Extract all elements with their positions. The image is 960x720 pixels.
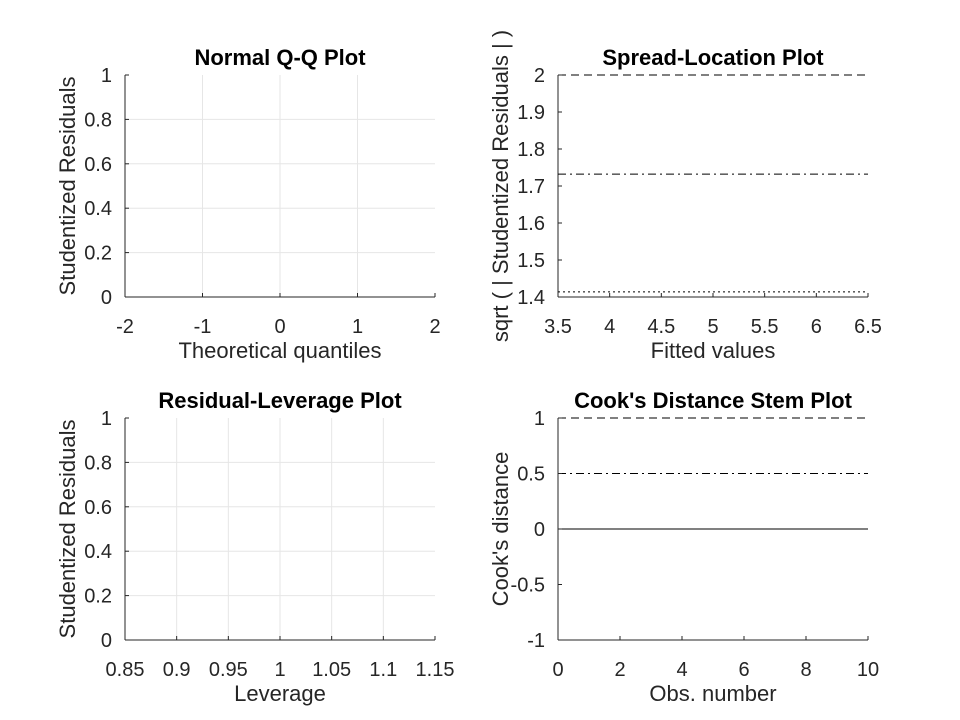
cooks-distance-x-tick-label: 6 — [738, 659, 749, 681]
spread-location-x-tick-label: 6 — [811, 316, 822, 338]
residual-leverage-y-tick-label: 0.6 — [84, 497, 112, 519]
cooks-distance-x-tick-label: 4 — [676, 659, 687, 681]
spread-location-x-tick-label: 5.5 — [751, 316, 779, 338]
spread-location-y-label: sqrt ( | Studentized Residuals | ) — [488, 30, 513, 342]
cooks-distance-panel: 0 2 4 6 8 10 -1 -0.5 0 0.5 1 Cook's Distance Stem P… — [488, 388, 879, 706]
residual-leverage-x-tick-label: 1.15 — [416, 659, 455, 681]
cooks-distance-x-tick-label: 0 — [552, 659, 563, 681]
residual-leverage-y-tick-label: 0.8 — [84, 452, 112, 474]
spread-location-x-tick-label: 4.5 — [647, 316, 675, 338]
spread-location-y-tick-label: 1.4 — [517, 287, 545, 309]
residual-leverage-x-tick-label: 1.1 — [369, 659, 397, 681]
cooks-distance-x-tick-label: 8 — [800, 659, 811, 681]
qq-panel: -2 -1 0 1 2 0 0.2 0.4 0.6 0.8 1 Normal Q-Q Plot Theo… — [55, 45, 441, 363]
spread-location-x-tick-label: 5 — [707, 316, 718, 338]
spread-location-title: Spread-Location Plot — [602, 45, 824, 70]
residual-leverage-x-tick-label: 0.85 — [106, 659, 145, 681]
spread-location-x-label: Fitted values — [651, 338, 776, 363]
cooks-distance-title: Cook's Distance Stem Plot — [574, 388, 853, 413]
qq-y-tick-label: 0.4 — [84, 198, 112, 220]
residual-leverage-title: Residual-Leverage Plot — [158, 388, 402, 413]
cooks-distance-y-tick-label: 0 — [534, 519, 545, 541]
spread-location-y-tick-label: 1.6 — [517, 213, 545, 235]
cooks-distance-y-tick-label: -0.5 — [511, 575, 545, 597]
spread-location-y-tick-label: 1.5 — [517, 250, 545, 272]
spread-location-x-tick-label: 4 — [604, 316, 615, 338]
residual-leverage-x-tick-label: 0.95 — [209, 659, 248, 681]
spread-location-y-tick-label: 2 — [534, 65, 545, 87]
spread-location-y-tick-label: 1.8 — [517, 139, 545, 161]
cooks-distance-y-tick-label: 0.5 — [517, 464, 545, 486]
residual-leverage-y-tick-label: 0.4 — [84, 541, 112, 563]
qq-y-tick-label: 0.8 — [84, 109, 112, 131]
residual-leverage-x-tick-label: 1 — [274, 659, 285, 681]
qq-x-tick-label: -2 — [116, 316, 134, 338]
spread-location-x-tick-label: 3.5 — [544, 316, 572, 338]
qq-y-tick-label: 1 — [101, 65, 112, 87]
qq-y-tick-label: 0 — [101, 287, 112, 309]
qq-x-tick-label: 1 — [352, 316, 363, 338]
residual-leverage-panel: 0.85 0.9 0.95 1 1.05 1.1 1.15 0 0.2 0.4 0.6 0.8 1 Res… — [55, 388, 454, 706]
spread-location-panel: 3.5 4 4.5 5 5.5 6 6.5 1.4 1.5 1.6 1.7 1.8 1.9 2 Spread… — [488, 30, 882, 363]
cooks-distance-y-tick-label: 1 — [534, 408, 545, 430]
qq-title: Normal Q-Q Plot — [194, 45, 366, 70]
spread-location-y-tick-label: 1.7 — [517, 176, 545, 198]
residual-leverage-y-label: Studentized Residuals — [55, 420, 80, 639]
spread-location-y-tick-label: 1.9 — [517, 102, 545, 124]
cooks-distance-x-tick-label: 10 — [857, 659, 879, 681]
qq-x-label: Theoretical quantiles — [178, 338, 381, 363]
cooks-distance-x-label: Obs. number — [649, 681, 776, 706]
qq-y-tick-label: 0.2 — [84, 243, 112, 265]
residual-leverage-x-label: Leverage — [234, 681, 326, 706]
cooks-distance-y-tick-label: -1 — [527, 630, 545, 652]
qq-y-label: Studentized Residuals — [55, 77, 80, 296]
spread-location-x-tick-label: 6.5 — [854, 316, 882, 338]
cooks-distance-y-label: Cook's distance — [488, 452, 513, 607]
residual-leverage-x-tick-label: 0.9 — [163, 659, 191, 681]
residual-leverage-y-tick-label: 1 — [101, 408, 112, 430]
cooks-distance-x-tick-label: 2 — [614, 659, 625, 681]
qq-x-tick-label: 2 — [429, 316, 440, 338]
residual-leverage-y-tick-label: 0 — [101, 630, 112, 652]
residual-leverage-y-tick-label: 0.2 — [84, 586, 112, 608]
qq-y-tick-label: 0.6 — [84, 154, 112, 176]
residual-leverage-x-tick-label: 1.05 — [312, 659, 351, 681]
qq-x-tick-label: 0 — [274, 316, 285, 338]
qq-x-tick-label: -1 — [194, 316, 212, 338]
